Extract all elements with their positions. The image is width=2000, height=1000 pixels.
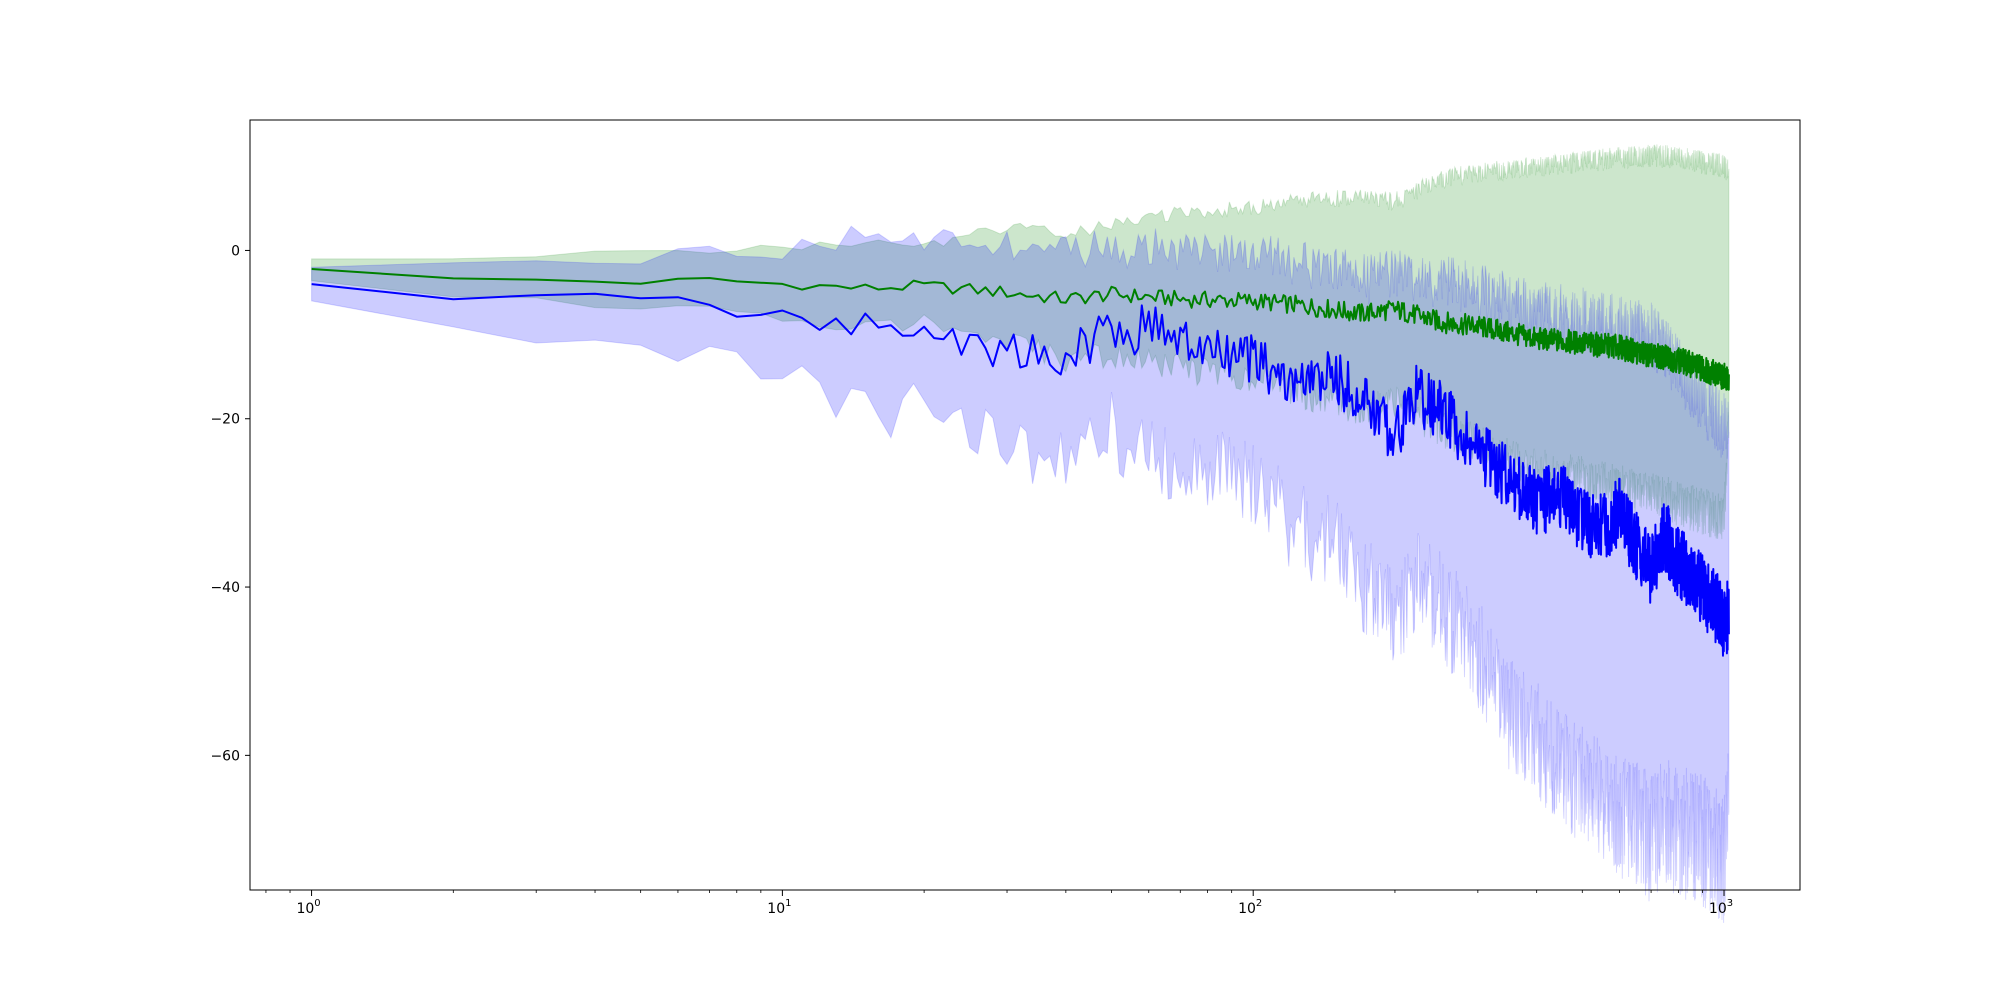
y-tick-label: −60 — [210, 748, 240, 764]
x-tick-label: 103 — [1709, 898, 1733, 917]
y-tick-label: 0 — [231, 243, 240, 259]
x-tick-label: 100 — [296, 898, 320, 917]
y-tick-label: −20 — [210, 412, 240, 428]
axis-ticks: 0 −20 −40 −60 100 101 102 103 — [210, 243, 1733, 917]
x-tick-label: 102 — [1238, 898, 1262, 917]
axes-frame — [249, 119, 1801, 891]
y-tick-label: −40 — [210, 580, 240, 596]
series-1-line — [311, 283, 1730, 657]
x-tick-label: 101 — [767, 898, 791, 917]
plot-area — [311, 144, 1730, 923]
series-0-line — [311, 268, 1730, 391]
